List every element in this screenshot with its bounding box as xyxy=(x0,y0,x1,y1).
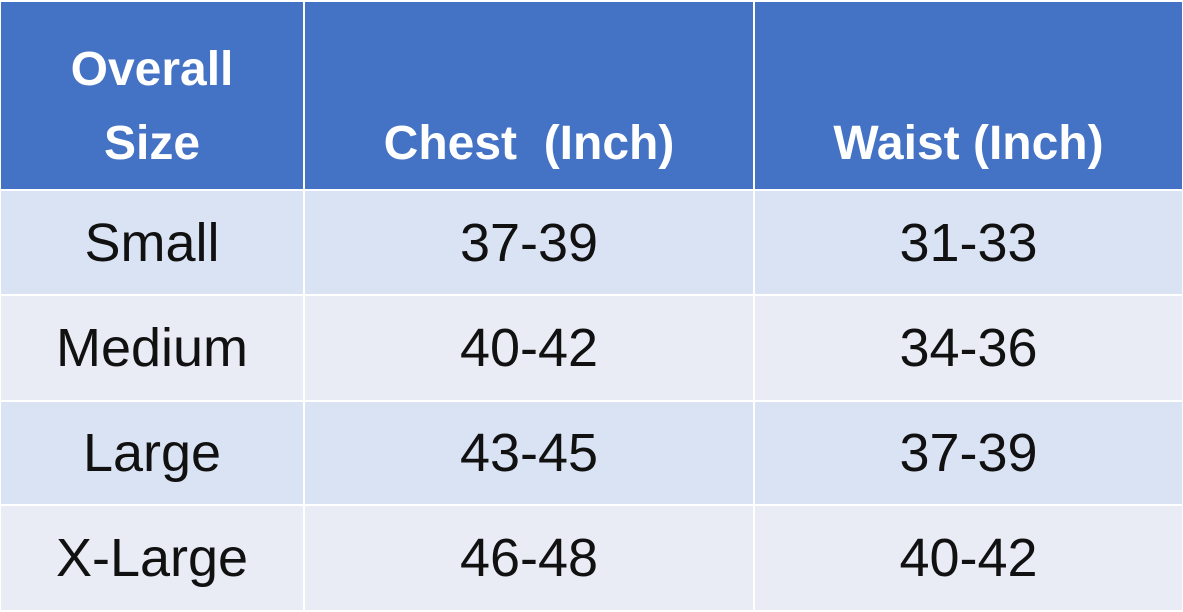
header-text: Waist (Inch) xyxy=(833,117,1104,170)
table-cell: 43-45 xyxy=(305,402,753,504)
header-text: Chest (Inch) xyxy=(383,117,675,170)
table-cell: Large xyxy=(1,402,303,504)
header-cell: Chest (Inch) xyxy=(305,2,753,189)
table-row: X-Large 46-48 40-42 xyxy=(1,506,1182,610)
table-cell: Medium xyxy=(1,296,303,400)
header-text: Overall Size xyxy=(70,43,247,170)
table-body: Small 37-39 31-33 Medium 40-42 34-36 Large 43-4… xyxy=(1,191,1182,610)
table-cell: 40-42 xyxy=(755,506,1182,610)
header-row: Overall Size Chest (Inch) Waist (Inch) xyxy=(1,2,1182,189)
table-cell: X-Large xyxy=(1,506,303,610)
table-header: Overall Size Chest (Inch) Waist (Inch) xyxy=(1,2,1182,189)
table-cell: 34-36 xyxy=(755,296,1182,400)
table-cell: 31-33 xyxy=(755,191,1182,294)
header-cell: Waist (Inch) xyxy=(755,2,1182,189)
table-cell: Small xyxy=(1,191,303,294)
table-cell: 37-39 xyxy=(755,402,1182,504)
table-row: Medium 40-42 34-36 xyxy=(1,296,1182,400)
table-row: Large 43-45 37-39 xyxy=(1,402,1182,504)
table-cell: 40-42 xyxy=(305,296,753,400)
table-row: Small 37-39 31-33 xyxy=(1,191,1182,294)
table-cell: 37-39 xyxy=(305,191,753,294)
table-cell: 46-48 xyxy=(305,506,753,610)
header-cell: Overall Size xyxy=(1,2,303,189)
